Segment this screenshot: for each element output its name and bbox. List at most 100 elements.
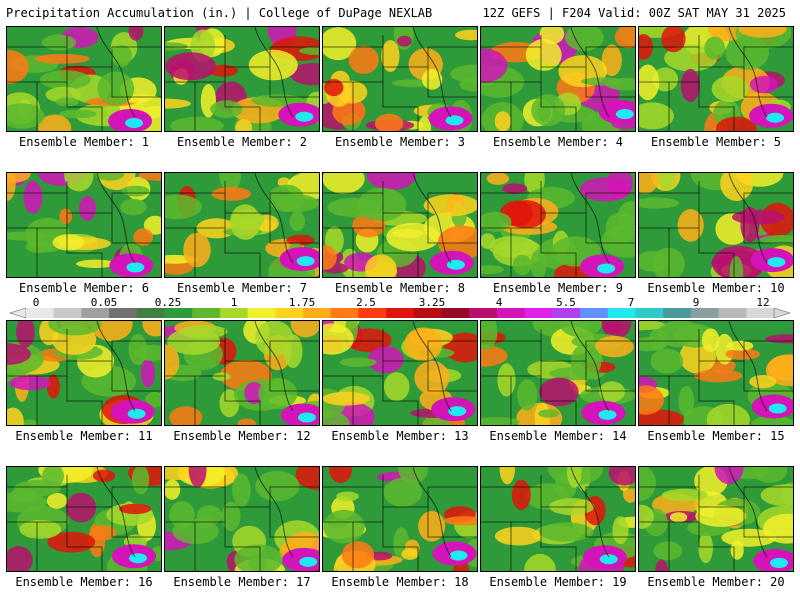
precip-map <box>480 466 636 572</box>
precip-map <box>480 172 636 278</box>
colorbar-segment <box>386 308 415 318</box>
colorbar-tick-label: 2.5 <box>356 296 376 309</box>
colorbar-segment <box>746 308 775 318</box>
colorbar-segment <box>247 308 276 318</box>
ensemble-panel: Ensemble Member: 11 <box>6 320 162 443</box>
precip-map <box>322 466 478 572</box>
colorbar-segment <box>219 308 249 318</box>
colorbar-segment <box>524 308 553 318</box>
ensemble-member-label: Ensemble Member: 5 <box>650 135 782 149</box>
colorbar-segment <box>718 308 747 318</box>
colorbar-left-arrow <box>8 308 27 319</box>
colorbar-segment <box>136 308 166 318</box>
ensemble-panel: Ensemble Member: 18 <box>322 466 478 589</box>
ensemble-panel: Ensemble Member: 12 <box>164 320 320 443</box>
ensemble-member-label: Ensemble Member: 8 <box>334 281 466 295</box>
precip-map <box>322 26 478 132</box>
colorbar-segment <box>109 308 138 318</box>
precip-map <box>638 172 794 278</box>
ensemble-panel: Ensemble Member: 10 <box>638 172 794 295</box>
header: Precipitation Accumulation (in.) | Colle… <box>0 0 800 26</box>
precip-map <box>480 320 636 426</box>
ensemble-member-label: Ensemble Member: 11 <box>15 429 153 443</box>
precip-map <box>164 172 320 278</box>
colorbar-right-arrow <box>773 308 792 319</box>
colorbar-segment <box>330 308 359 318</box>
colorbar-scale <box>8 308 792 319</box>
ensemble-member-label: Ensemble Member: 3 <box>334 135 466 149</box>
precip-map <box>164 26 320 132</box>
colorbar-segment <box>358 308 387 318</box>
ensemble-member-label: Ensemble Member: 20 <box>647 575 785 589</box>
ensemble-member-label: Ensemble Member: 13 <box>331 429 469 443</box>
ensemble-panel: Ensemble Member: 9 <box>480 172 636 295</box>
ensemble-member-label: Ensemble Member: 4 <box>492 135 624 149</box>
colorbar-segment <box>441 308 470 318</box>
colorbar-tick-label: 9 <box>692 296 700 309</box>
colorbar-segment <box>496 308 526 318</box>
precip-map <box>638 320 794 426</box>
ensemble-member-label: Ensemble Member: 10 <box>647 281 785 295</box>
colorbar-segment <box>552 308 581 318</box>
colorbar-tick-label: 1 <box>230 296 238 309</box>
colorbar-segment <box>26 308 55 318</box>
colorbar-segment <box>164 308 193 318</box>
ensemble-panel: Ensemble Member: 4 <box>480 26 636 149</box>
ensemble-member-label: Ensemble Member: 9 <box>492 281 624 295</box>
colorbar-segment <box>607 308 636 318</box>
ensemble-member-label: Ensemble Member: 19 <box>489 575 627 589</box>
colorbar-tick-label: 7 <box>627 296 635 309</box>
colorbar-segment <box>580 308 609 318</box>
ensemble-panel: Ensemble Member: 7 <box>164 172 320 295</box>
colorbar-segment <box>663 308 692 318</box>
colorbar-segment <box>275 308 304 318</box>
ensemble-panel: Ensemble Member: 2 <box>164 26 320 149</box>
precip-map <box>6 466 162 572</box>
run-valid-time: 12Z GEFS | F204 Valid: 00Z SAT MAY 31 20… <box>482 6 786 20</box>
ensemble-member-label: Ensemble Member: 6 <box>18 281 150 295</box>
colorbar-segment <box>192 308 221 318</box>
colorbar-tick-label: 1.75 <box>288 296 316 309</box>
ensemble-panel: Ensemble Member: 1 <box>6 26 162 149</box>
ensemble-panel: Ensemble Member: 3 <box>322 26 478 149</box>
ensemble-panel: Ensemble Member: 5 <box>638 26 794 149</box>
precip-map <box>6 172 162 278</box>
colorbar-segment <box>690 308 720 318</box>
ensemble-member-label: Ensemble Member: 16 <box>15 575 153 589</box>
ensemble-panel: Ensemble Member: 6 <box>6 172 162 295</box>
colorbar-legend: 0 0.05 0.25 1 1.75 2.5 3.25 4 5.5 7 9 12 <box>0 296 800 319</box>
ensemble-panel: Ensemble Member: 17 <box>164 466 320 589</box>
precip-map <box>6 26 162 132</box>
colorbar-segment <box>81 308 110 318</box>
ensemble-member-label: Ensemble Member: 14 <box>489 429 627 443</box>
colorbar-tick-label: 12 <box>756 296 770 309</box>
ensemble-member-label: Ensemble Member: 18 <box>331 575 469 589</box>
precip-map <box>6 320 162 426</box>
precip-map <box>480 26 636 132</box>
colorbar-tick-label: 0.05 <box>90 296 118 309</box>
colorbar-tick-label: 5.5 <box>556 296 576 309</box>
ensemble-panel: Ensemble Member: 16 <box>6 466 162 589</box>
ensemble-member-label: Ensemble Member: 15 <box>647 429 785 443</box>
ensemble-panel: Ensemble Member: 20 <box>638 466 794 589</box>
precip-map <box>164 320 320 426</box>
ensemble-panel: Ensemble Member: 19 <box>480 466 636 589</box>
colorbar-segment <box>303 308 332 318</box>
ensemble-panel: Ensemble Member: 15 <box>638 320 794 443</box>
ensemble-panel: Ensemble Member: 14 <box>480 320 636 443</box>
ensemble-panel: Ensemble Member: 8 <box>322 172 478 295</box>
product-title: Precipitation Accumulation (in.) | Colle… <box>6 6 433 20</box>
precip-map <box>164 466 320 572</box>
ensemble-member-label: Ensemble Member: 17 <box>173 575 311 589</box>
ensemble-member-label: Ensemble Member: 12 <box>173 429 311 443</box>
precip-map <box>322 320 478 426</box>
colorbar-tick-label: 4 <box>495 296 503 309</box>
precip-map <box>638 466 794 572</box>
colorbar-segment <box>413 308 443 318</box>
precip-map <box>638 26 794 132</box>
colorbar-segment <box>469 308 498 318</box>
colorbar-tick-label: 0 <box>32 296 40 309</box>
precip-map <box>322 172 478 278</box>
ensemble-member-label: Ensemble Member: 1 <box>18 135 150 149</box>
ensemble-member-label: Ensemble Member: 2 <box>176 135 308 149</box>
